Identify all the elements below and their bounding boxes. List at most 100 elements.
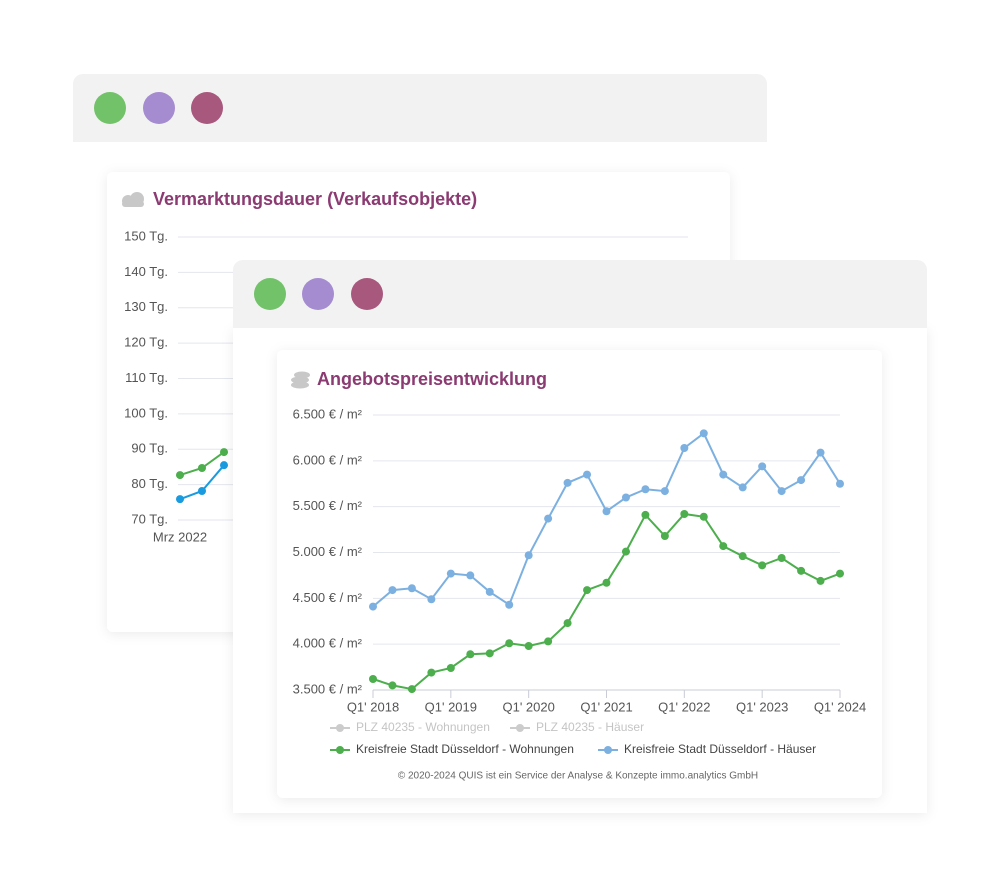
y-tick-label: 150 Tg.	[124, 228, 168, 243]
y-tick-label: 120 Tg.	[124, 335, 168, 350]
point	[466, 650, 475, 659]
x-tick-label: Q1' 2024	[814, 699, 866, 714]
legend-label[interactable]: Kreisfreie Stadt Düsseldorf - Wohnungen	[356, 742, 574, 756]
point	[505, 600, 514, 609]
x-tick-label: Q1' 2022	[658, 699, 710, 714]
point	[544, 637, 553, 646]
point	[446, 569, 455, 578]
card	[277, 350, 882, 798]
y-tick-label: 4.500 € / m²	[293, 590, 363, 605]
point	[719, 470, 728, 479]
point	[602, 578, 611, 587]
point	[563, 619, 572, 628]
point	[485, 587, 494, 596]
legend-marker	[604, 746, 612, 754]
point	[777, 554, 786, 562]
legend-marker	[336, 746, 344, 754]
y-tick-label: 4.000 € / m²	[293, 636, 363, 651]
window-button[interactable]	[254, 278, 286, 310]
point	[621, 547, 630, 556]
y-tick-label: 3.500 € / m²	[293, 681, 363, 696]
x-tick-label: Q1' 2018	[347, 699, 399, 714]
point	[505, 639, 514, 648]
legend-label[interactable]: PLZ 40235 - Wohnungen	[356, 720, 490, 734]
point	[699, 512, 708, 521]
legend-label[interactable]: Kreisfreie Stadt Düsseldorf - Häuser	[624, 742, 816, 756]
icon	[122, 192, 144, 207]
point	[777, 487, 786, 496]
point	[758, 462, 767, 471]
point	[836, 569, 844, 578]
y-tick-label: 110 Tg.	[125, 370, 168, 385]
point	[220, 461, 228, 470]
point	[583, 470, 592, 479]
title-bar	[73, 74, 767, 142]
point	[758, 561, 767, 570]
x-tick-label: Q1' 2023	[736, 699, 788, 714]
point	[485, 649, 494, 658]
legend-label[interactable]: PLZ 40235 - Häuser	[536, 720, 644, 734]
point	[369, 675, 377, 683]
point	[602, 507, 611, 516]
legend-marker	[336, 724, 344, 732]
chart: Angebotspreisentwicklung 3.500 € / m² 4.00…	[293, 369, 867, 782]
point	[524, 642, 533, 650]
y-tick-label: 130 Tg.	[124, 299, 168, 314]
point	[176, 471, 184, 480]
point	[641, 510, 650, 519]
point	[427, 595, 436, 604]
point	[699, 429, 708, 438]
credit: © 2020-2024 QUIS ist ein Service der Ana…	[398, 771, 758, 782]
point	[176, 495, 184, 504]
point	[738, 483, 747, 492]
point	[407, 584, 416, 593]
x-tick-label: Q1' 2020	[502, 699, 554, 714]
front-window	[233, 260, 927, 813]
y-tick-label: 140 Tg.	[124, 264, 168, 279]
window-button[interactable]	[302, 278, 334, 310]
window-button[interactable]	[191, 92, 223, 124]
point	[816, 576, 825, 585]
icon	[291, 371, 310, 389]
point	[407, 685, 416, 694]
point	[524, 551, 533, 560]
legend-marker	[516, 724, 524, 732]
point	[427, 668, 436, 677]
chart-title: Angebotspreisentwicklung	[317, 369, 547, 389]
point	[660, 532, 669, 540]
point	[836, 479, 844, 488]
point	[816, 448, 825, 457]
point	[446, 664, 455, 672]
point	[797, 476, 806, 485]
point	[797, 566, 806, 575]
point	[583, 586, 592, 595]
point	[641, 485, 650, 494]
y-tick-label: 70 Tg.	[131, 511, 168, 526]
point	[680, 510, 689, 518]
x-tick-label: Q1' 2021	[580, 699, 632, 714]
point	[388, 681, 397, 690]
window-button[interactable]	[94, 92, 126, 124]
point	[621, 493, 630, 502]
y-tick-label: 5.500 € / m²	[293, 498, 363, 513]
point	[660, 487, 669, 496]
y-tick-label: 6.500 € / m²	[293, 406, 363, 421]
point	[198, 463, 206, 472]
y-tick-label: 5.000 € / m²	[293, 544, 363, 559]
window-button[interactable]	[351, 278, 383, 310]
y-tick-label: 100 Tg.	[124, 405, 168, 420]
x-tick-label: Mrz 2022	[153, 529, 207, 544]
point	[738, 552, 747, 561]
point	[544, 514, 553, 523]
y-tick-label: 90 Tg.	[131, 441, 168, 456]
point	[719, 542, 728, 551]
y-tick-label: 6.000 € / m²	[293, 452, 363, 467]
x-tick-label: Q1' 2019	[425, 699, 477, 714]
point	[220, 448, 228, 457]
point	[563, 478, 572, 487]
chart-title: Vermarktungsdauer (Verkaufsobjekte)	[153, 189, 477, 209]
window-button[interactable]	[143, 92, 175, 124]
point	[388, 586, 397, 595]
y-tick-label: 80 Tg.	[131, 476, 168, 491]
